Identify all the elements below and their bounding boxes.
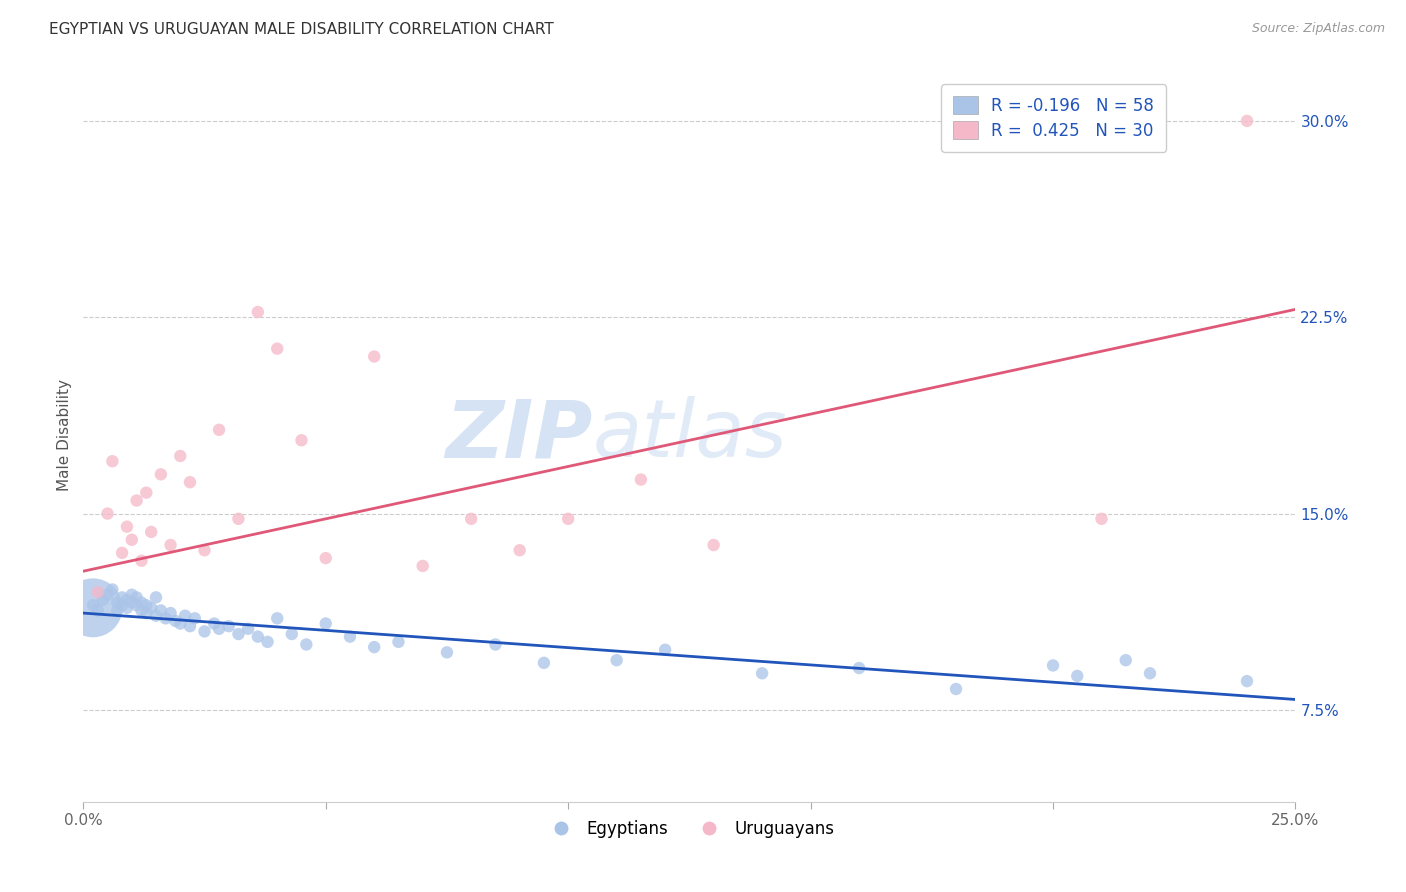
Point xyxy=(1042,658,1064,673)
Point xyxy=(236,622,259,636)
Point xyxy=(1090,512,1112,526)
Point xyxy=(105,603,128,617)
Point xyxy=(145,608,167,623)
Point xyxy=(339,630,361,644)
Point xyxy=(1066,669,1088,683)
Point xyxy=(363,640,385,654)
Point xyxy=(135,606,157,620)
Point xyxy=(179,619,201,633)
Point xyxy=(82,598,104,612)
Point xyxy=(131,596,153,610)
Point xyxy=(87,585,110,599)
Point xyxy=(256,635,278,649)
Point xyxy=(155,611,177,625)
Point xyxy=(141,600,163,615)
Point xyxy=(630,473,652,487)
Point xyxy=(184,611,207,625)
Point xyxy=(111,598,134,612)
Point xyxy=(848,661,870,675)
Point xyxy=(266,342,288,356)
Point xyxy=(135,598,157,612)
Point xyxy=(246,305,269,319)
Point xyxy=(1139,666,1161,681)
Point xyxy=(315,551,337,566)
Point xyxy=(228,627,250,641)
Point xyxy=(135,485,157,500)
Point xyxy=(315,616,337,631)
Point xyxy=(228,512,250,526)
Point xyxy=(703,538,725,552)
Point xyxy=(121,596,143,610)
Point xyxy=(218,619,240,633)
Point xyxy=(125,598,148,612)
Point xyxy=(436,645,458,659)
Point xyxy=(363,350,385,364)
Point xyxy=(281,627,304,641)
Text: ZIP: ZIP xyxy=(446,396,592,474)
Point xyxy=(484,638,506,652)
Point xyxy=(202,616,225,631)
Point xyxy=(1115,653,1137,667)
Point xyxy=(412,558,434,573)
Point xyxy=(125,493,148,508)
Point xyxy=(115,593,138,607)
Point xyxy=(460,512,482,526)
Legend: Egyptians, Uruguayans: Egyptians, Uruguayans xyxy=(537,814,841,845)
Point xyxy=(131,554,153,568)
Point xyxy=(115,519,138,533)
Point xyxy=(91,593,114,607)
Point xyxy=(82,600,104,615)
Point xyxy=(121,533,143,547)
Point xyxy=(149,603,172,617)
Point xyxy=(1236,114,1258,128)
Point xyxy=(111,546,134,560)
Point xyxy=(193,543,215,558)
Point xyxy=(165,614,187,628)
Point xyxy=(290,434,312,448)
Point xyxy=(87,603,110,617)
Point xyxy=(169,616,191,631)
Point xyxy=(606,653,628,667)
Point xyxy=(125,591,148,605)
Point xyxy=(101,454,124,468)
Point xyxy=(208,622,231,636)
Point xyxy=(557,512,579,526)
Point xyxy=(246,630,269,644)
Point xyxy=(295,638,318,652)
Point xyxy=(96,588,118,602)
Text: EGYPTIAN VS URUGUAYAN MALE DISABILITY CORRELATION CHART: EGYPTIAN VS URUGUAYAN MALE DISABILITY CO… xyxy=(49,22,554,37)
Point xyxy=(654,642,676,657)
Point xyxy=(387,635,409,649)
Point xyxy=(145,591,167,605)
Text: Source: ZipAtlas.com: Source: ZipAtlas.com xyxy=(1251,22,1385,36)
Point xyxy=(174,608,197,623)
Point xyxy=(96,507,118,521)
Point xyxy=(131,603,153,617)
Point xyxy=(533,656,555,670)
Point xyxy=(159,538,181,552)
Point xyxy=(193,624,215,639)
Point xyxy=(509,543,531,558)
Point xyxy=(266,611,288,625)
Point xyxy=(121,588,143,602)
Point xyxy=(169,449,191,463)
Point xyxy=(115,600,138,615)
Point xyxy=(179,475,201,490)
Point xyxy=(945,681,967,696)
Point xyxy=(149,467,172,482)
Point xyxy=(159,606,181,620)
Point xyxy=(105,596,128,610)
Point xyxy=(101,582,124,597)
Point xyxy=(111,591,134,605)
Point xyxy=(751,666,773,681)
Text: atlas: atlas xyxy=(592,396,787,474)
Point xyxy=(208,423,231,437)
Point xyxy=(141,524,163,539)
Y-axis label: Male Disability: Male Disability xyxy=(58,379,72,491)
Point xyxy=(1236,674,1258,689)
